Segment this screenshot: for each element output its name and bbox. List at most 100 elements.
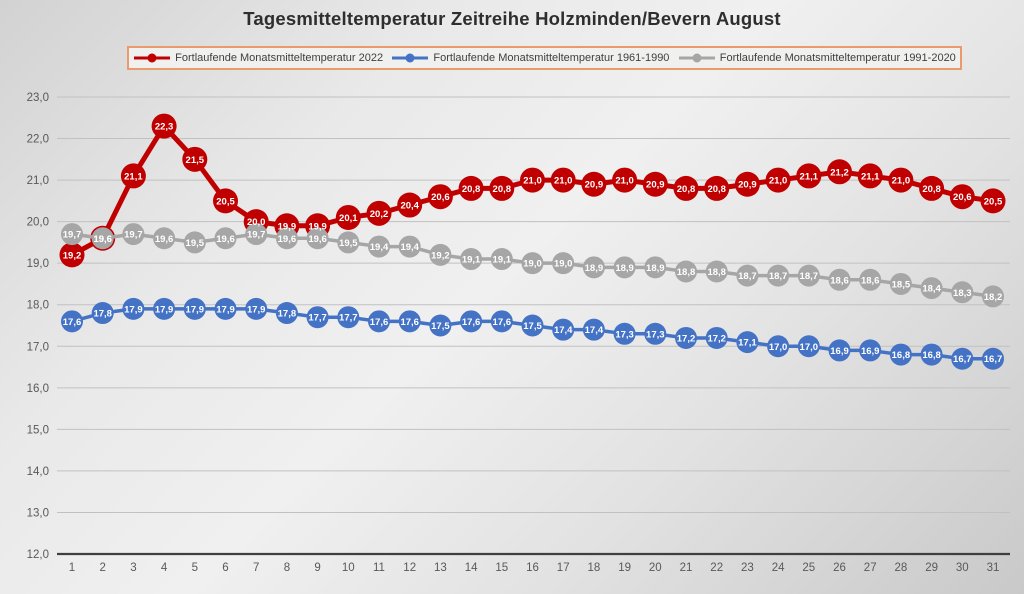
- y-axis-tick-label: 18,0: [27, 300, 49, 312]
- data-point-label: 19,5: [186, 238, 205, 249]
- data-point-label: 17,5: [523, 321, 542, 332]
- data-point-label: 17,6: [370, 317, 389, 328]
- data-point-marker: [859, 339, 882, 362]
- data-point-label: 19,1: [493, 255, 512, 266]
- x-axis-tick-label: 28: [895, 562, 908, 574]
- y-axis-tick-label: 15,0: [27, 424, 49, 436]
- data-point-label: 19,7: [124, 230, 143, 241]
- data-point-label: 20,0: [247, 217, 266, 228]
- data-point-marker: [366, 200, 392, 226]
- data-point-marker: [153, 227, 176, 250]
- x-axis-tick-label: 16: [526, 562, 539, 574]
- data-point-marker: [61, 223, 83, 246]
- data-point-label: 18,3: [953, 288, 972, 299]
- data-point-label: 21,1: [861, 171, 880, 182]
- data-point-label: 17,2: [707, 333, 726, 344]
- legend-marker-2022-icon: [134, 53, 171, 63]
- data-point-label: 20,6: [431, 192, 450, 203]
- data-point-label: 18,9: [646, 263, 665, 274]
- data-point-label: 18,8: [707, 267, 726, 278]
- data-point-marker: [920, 343, 943, 366]
- data-point-label: 17,7: [339, 313, 358, 324]
- data-point-marker: [490, 310, 513, 333]
- data-point-label: 17,8: [93, 309, 112, 320]
- legend-item-1991-2020: Fortlaufende Monatsmitteltemperatur 1991…: [678, 52, 956, 64]
- data-point-marker: [337, 231, 360, 254]
- legend-item-1961-1990: Fortlaufende Monatsmitteltemperatur 1961…: [391, 52, 669, 64]
- data-point-marker: [214, 297, 237, 320]
- data-point-marker: [552, 252, 575, 275]
- x-axis-tick-label: 13: [434, 562, 447, 574]
- data-point-marker: [306, 306, 329, 329]
- data-point-marker: [734, 171, 760, 197]
- data-point-marker: [151, 113, 177, 139]
- data-point-label: 19,6: [155, 234, 174, 245]
- y-axis-tick-label: 13,0: [27, 507, 49, 519]
- data-point-marker: [153, 297, 176, 320]
- data-point-label: 19,6: [93, 234, 112, 245]
- data-point-label: 20,2: [370, 209, 389, 220]
- x-axis-tick-label: 3: [130, 562, 136, 574]
- legend-label-1961-1990: Fortlaufende Monatsmitteltemperatur 1961…: [433, 52, 670, 64]
- x-axis-tick-label: 11: [373, 562, 385, 574]
- data-point-marker: [613, 322, 636, 345]
- data-point-label: 18,7: [800, 271, 819, 282]
- data-point-marker: [980, 188, 1006, 214]
- data-point-marker: [521, 314, 544, 337]
- data-point-marker: [857, 163, 883, 189]
- data-point-label: 19,2: [63, 250, 82, 261]
- data-point-marker: [550, 167, 576, 193]
- data-point-marker: [736, 331, 759, 354]
- x-axis-tick-label: 22: [710, 562, 723, 574]
- x-axis-tick-label: 17: [557, 562, 570, 574]
- data-point-marker: [91, 302, 114, 325]
- data-point-marker: [736, 264, 759, 287]
- data-point-marker: [920, 277, 943, 300]
- data-point-marker: [888, 167, 914, 193]
- data-point-label: 17,0: [769, 342, 788, 353]
- data-point-label: 20,8: [677, 184, 696, 195]
- data-point-marker: [581, 171, 607, 197]
- data-point-label: 21,0: [523, 176, 542, 187]
- data-point-marker: [427, 184, 453, 210]
- data-point-label: 20,9: [738, 180, 757, 191]
- y-axis-tick-label: 12,0: [27, 549, 49, 561]
- legend-marker-1991-2020-icon: [678, 53, 715, 63]
- x-axis-tick-label: 14: [465, 562, 478, 574]
- x-axis-tick-label: 5: [192, 562, 198, 574]
- legend-item-2022: Fortlaufende Monatsmitteltemperatur 2022: [133, 52, 383, 64]
- data-point-marker: [644, 256, 667, 279]
- data-point-marker: [982, 347, 1004, 370]
- data-point-marker: [183, 231, 206, 254]
- data-point-marker: [642, 171, 668, 197]
- data-point-marker: [306, 227, 329, 250]
- x-axis-tick-label: 24: [772, 562, 785, 574]
- data-point-label: 17,6: [63, 317, 82, 328]
- data-point-label: 17,6: [400, 317, 419, 328]
- data-point-marker: [368, 235, 390, 258]
- data-point-marker: [827, 159, 852, 185]
- x-axis-tick-label: 29: [925, 562, 938, 574]
- y-axis-tick-label: 21,0: [27, 175, 49, 187]
- data-point-label: 17,3: [615, 329, 634, 340]
- data-point-label: 21,2: [830, 167, 849, 178]
- data-point-marker: [520, 167, 545, 193]
- data-point-label: 16,9: [861, 346, 880, 357]
- x-axis-tick-label: 6: [222, 562, 228, 574]
- y-axis-tick-label: 19,0: [27, 258, 49, 270]
- data-point-label: 17,9: [186, 304, 205, 315]
- x-axis-tick-label: 9: [314, 562, 320, 574]
- data-point-marker: [828, 339, 851, 362]
- y-axis-tick-label: 20,0: [27, 217, 49, 229]
- data-point-marker: [61, 310, 83, 333]
- data-point-label: 21,0: [892, 176, 911, 187]
- y-axis-tick-label: 16,0: [27, 383, 49, 395]
- x-axis-tick-label: 18: [588, 562, 601, 574]
- data-point-label: 19,1: [462, 255, 481, 266]
- x-axis-tick-label: 26: [833, 562, 846, 574]
- data-point-label: 19,4: [400, 242, 419, 253]
- data-point-marker: [613, 256, 636, 279]
- data-point-label: 19,2: [431, 250, 450, 261]
- x-axis-tick-label: 27: [864, 562, 877, 574]
